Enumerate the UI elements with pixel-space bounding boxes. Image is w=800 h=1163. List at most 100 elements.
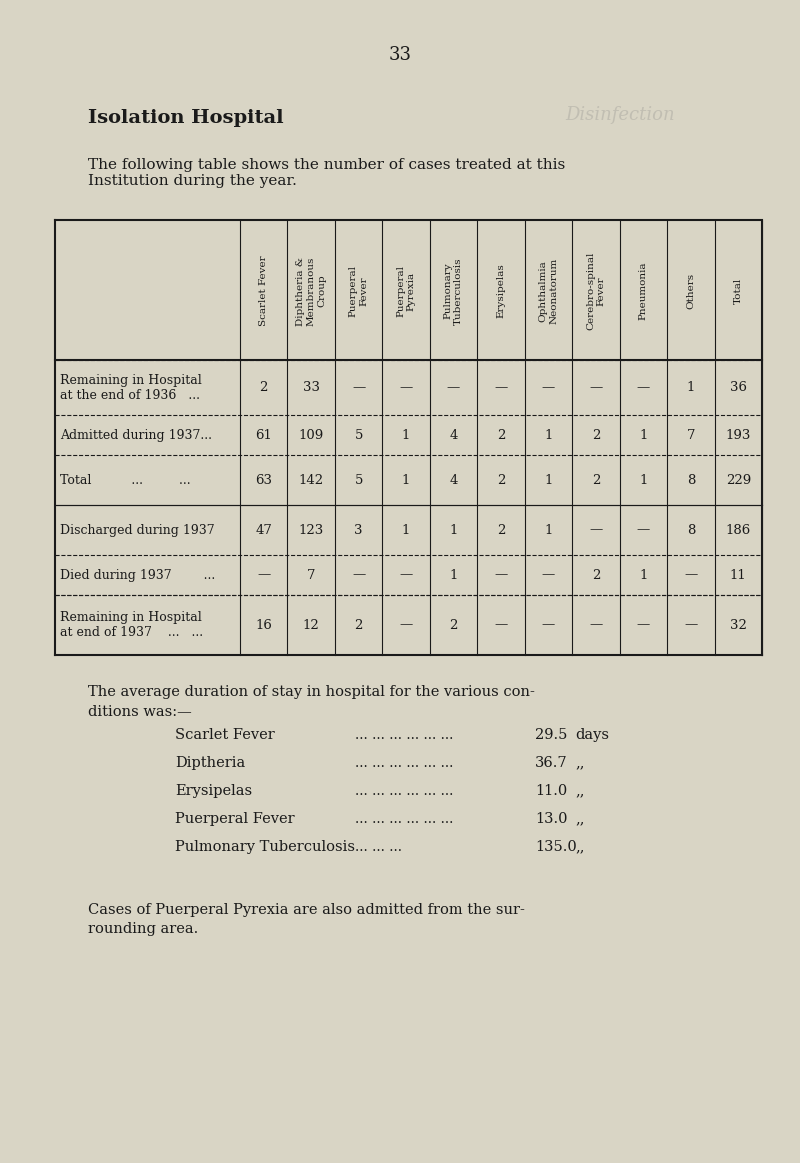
Text: Died during 1937        ...: Died during 1937 ... <box>60 569 215 582</box>
Text: —: — <box>399 569 413 582</box>
Text: —: — <box>684 619 698 632</box>
Text: 32: 32 <box>730 619 746 632</box>
Text: days: days <box>575 728 609 742</box>
Text: —: — <box>590 619 602 632</box>
Text: 33: 33 <box>389 47 411 64</box>
Text: 1: 1 <box>402 428 410 442</box>
Text: Pulmonary Tuberculosis: Pulmonary Tuberculosis <box>175 840 355 854</box>
Text: —: — <box>684 569 698 582</box>
Text: ,,: ,, <box>575 756 585 770</box>
Text: Puerperal
Pyrexia: Puerperal Pyrexia <box>396 265 416 317</box>
Text: 229: 229 <box>726 473 751 486</box>
Text: 12: 12 <box>303 619 319 632</box>
Text: 2: 2 <box>450 619 458 632</box>
Text: Pulmonary
Tuberculosis: Pulmonary Tuberculosis <box>444 257 463 324</box>
Text: Ophthalmia
Neonatorum: Ophthalmia Neonatorum <box>538 258 558 324</box>
Text: 36: 36 <box>730 381 746 394</box>
Text: Others: Others <box>686 273 695 309</box>
Text: Puerperal Fever: Puerperal Fever <box>175 812 294 826</box>
Text: 7: 7 <box>686 428 695 442</box>
Text: The average duration of stay in hospital for the various con-
ditions was:—: The average duration of stay in hospital… <box>88 685 535 719</box>
Text: 2: 2 <box>497 428 505 442</box>
Text: 3: 3 <box>354 523 363 536</box>
Text: 61: 61 <box>255 428 272 442</box>
Text: Remaining in Hospital
at end of 1937    ...   ...: Remaining in Hospital at end of 1937 ...… <box>60 611 203 638</box>
Text: Cerebro-spinal
Fever: Cerebro-spinal Fever <box>586 252 606 330</box>
Text: —: — <box>590 523 602 536</box>
Text: Puerperal
Fever: Puerperal Fever <box>349 265 368 317</box>
Text: 2: 2 <box>592 569 600 582</box>
Text: Total          ...         ...: Total ... ... <box>60 473 190 486</box>
Text: ... ... ...: ... ... ... <box>355 840 402 854</box>
Text: 1: 1 <box>639 428 647 442</box>
Text: 2: 2 <box>354 619 363 632</box>
Text: 11.0: 11.0 <box>535 784 567 798</box>
Text: —: — <box>637 381 650 394</box>
Text: 1: 1 <box>402 473 410 486</box>
Text: 1: 1 <box>544 473 553 486</box>
Text: Admitted during 1937...: Admitted during 1937... <box>60 428 212 442</box>
Text: 186: 186 <box>726 523 751 536</box>
Text: 8: 8 <box>686 523 695 536</box>
Text: Erysipelas: Erysipelas <box>175 784 252 798</box>
Text: 2: 2 <box>592 428 600 442</box>
Text: 1: 1 <box>544 523 553 536</box>
Text: 8: 8 <box>686 473 695 486</box>
Text: 135.0: 135.0 <box>535 840 577 854</box>
Text: 1: 1 <box>402 523 410 536</box>
Text: 4: 4 <box>450 473 458 486</box>
Text: —: — <box>637 523 650 536</box>
Text: 7: 7 <box>307 569 315 582</box>
Text: 1: 1 <box>639 473 647 486</box>
Text: ... ... ... ... ... ...: ... ... ... ... ... ... <box>355 728 454 742</box>
Text: 36.7: 36.7 <box>535 756 568 770</box>
Text: ... ... ... ... ... ...: ... ... ... ... ... ... <box>355 812 454 826</box>
Text: ,,: ,, <box>575 812 585 826</box>
Text: Scarlet Fever: Scarlet Fever <box>259 256 268 327</box>
Text: —: — <box>399 619 413 632</box>
Text: —: — <box>447 381 460 394</box>
Text: —: — <box>590 381 602 394</box>
Text: 2: 2 <box>592 473 600 486</box>
Text: ,,: ,, <box>575 784 585 798</box>
Text: Scarlet Fever: Scarlet Fever <box>175 728 274 742</box>
Text: Diphtheria &
Membranous
Croup: Diphtheria & Membranous Croup <box>296 256 326 326</box>
Text: 2: 2 <box>497 473 505 486</box>
Text: Cases of Puerperal Pyrexia are also admitted from the sur-
rounding area.: Cases of Puerperal Pyrexia are also admi… <box>88 902 525 936</box>
Text: —: — <box>637 619 650 632</box>
Text: —: — <box>542 619 555 632</box>
Text: 1: 1 <box>544 428 553 442</box>
Text: —: — <box>257 569 270 582</box>
Text: Disinfection: Disinfection <box>565 106 675 124</box>
Text: Remaining in Hospital
at the end of 1936   ...: Remaining in Hospital at the end of 1936… <box>60 373 202 401</box>
Text: Isolation Hospital: Isolation Hospital <box>88 109 284 127</box>
Text: Discharged during 1937: Discharged during 1937 <box>60 523 214 536</box>
Text: 109: 109 <box>298 428 324 442</box>
Text: —: — <box>399 381 413 394</box>
Text: 2: 2 <box>259 381 268 394</box>
Text: 16: 16 <box>255 619 272 632</box>
Text: 13.0: 13.0 <box>535 812 567 826</box>
Text: 33: 33 <box>302 381 320 394</box>
Text: —: — <box>494 381 508 394</box>
Text: 11: 11 <box>730 569 746 582</box>
Text: —: — <box>494 619 508 632</box>
Text: 193: 193 <box>726 428 751 442</box>
Text: 1: 1 <box>450 569 458 582</box>
Text: The following table shows the number of cases treated at this
Institution during: The following table shows the number of … <box>88 158 566 188</box>
Text: ,,: ,, <box>575 840 585 854</box>
Text: 47: 47 <box>255 523 272 536</box>
Text: 4: 4 <box>450 428 458 442</box>
Text: —: — <box>542 569 555 582</box>
Text: 5: 5 <box>354 473 363 486</box>
Text: —: — <box>352 569 366 582</box>
Text: Pneumonia: Pneumonia <box>639 262 648 320</box>
Text: Erysipelas: Erysipelas <box>497 264 506 319</box>
Text: Diptheria: Diptheria <box>175 756 246 770</box>
Text: —: — <box>352 381 366 394</box>
Text: 1: 1 <box>450 523 458 536</box>
Text: 2: 2 <box>497 523 505 536</box>
Text: 1: 1 <box>686 381 695 394</box>
Text: Total: Total <box>734 278 742 305</box>
Text: 123: 123 <box>298 523 324 536</box>
